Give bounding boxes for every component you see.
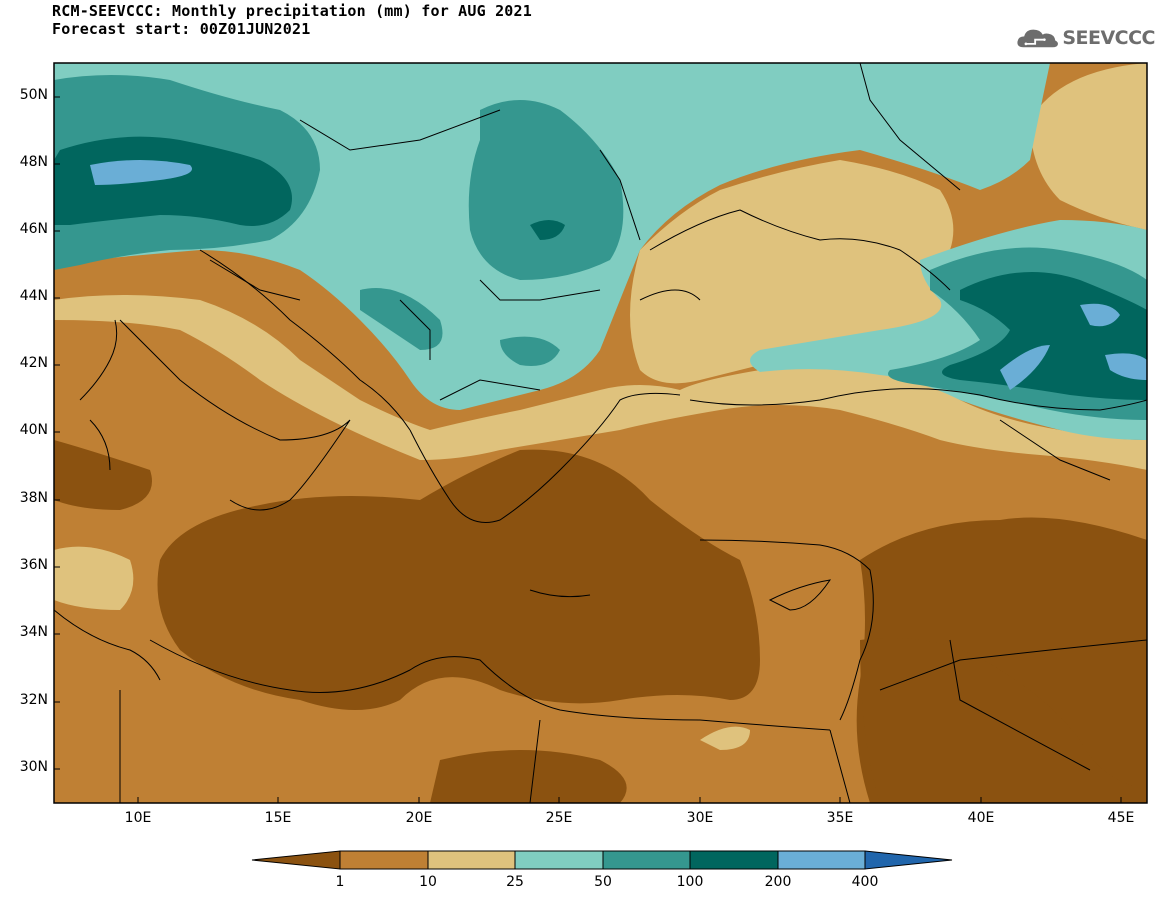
colorbar-label: 100 — [676, 874, 704, 890]
tan-region — [1030, 63, 1147, 230]
logo-text: SEEVCCC — [1062, 27, 1155, 49]
lat-label: 46N — [19, 221, 48, 237]
lat-label: 36N — [19, 557, 48, 573]
blue-region — [90, 160, 192, 185]
blue-region — [1105, 353, 1147, 380]
lat-label: 40N — [19, 422, 48, 438]
blue-region — [1000, 345, 1050, 390]
cloud-icon — [1017, 29, 1058, 48]
lon-label: 45E — [1107, 810, 1135, 826]
colorbar-swatch-gt400 — [864, 850, 953, 870]
lon-label: 30E — [686, 810, 714, 826]
lon-label: 35E — [826, 810, 854, 826]
seevccc-logo: SEEVCCC — [1015, 18, 1155, 58]
colorbar-swatch-lt1 — [251, 850, 341, 870]
teal-mid-region — [500, 336, 560, 366]
lat-label: 38N — [19, 490, 48, 506]
colorbar-label: 200 — [764, 874, 792, 890]
colorbar-label: 50 — [594, 874, 612, 890]
teal-dark-region — [530, 220, 565, 240]
lon-label: 40E — [967, 810, 995, 826]
lon-label: 15E — [264, 810, 292, 826]
colorbar-label: 10 — [419, 874, 437, 890]
colorbar-label: 1 — [335, 874, 345, 890]
lt1-region — [54, 440, 152, 510]
tan-region — [700, 726, 750, 750]
map-title: RCM-SEEVCCC: Monthly precipitation (mm) … — [52, 2, 532, 20]
tan-region — [54, 546, 134, 610]
lat-label: 34N — [19, 624, 48, 640]
colorbar-swatch-100-200 — [689, 850, 779, 870]
lat-label: 44N — [19, 288, 48, 304]
precipitation-field — [54, 63, 1147, 803]
colorbar-swatch-25-50 — [514, 850, 604, 870]
blue-region — [1080, 303, 1120, 327]
lon-label: 20E — [405, 810, 433, 826]
colorbar-swatch-50-100 — [602, 850, 691, 870]
teal-mid-region — [360, 288, 443, 350]
lat-label: 32N — [19, 692, 48, 708]
lat-label: 48N — [19, 154, 48, 170]
coastlines — [54, 63, 1147, 803]
colorbar-label: 25 — [506, 874, 524, 890]
axis-ticks — [54, 96, 1122, 803]
colorbar-label: 400 — [851, 874, 879, 890]
lat-label: 50N — [19, 87, 48, 103]
colorbar-swatch-10-25 — [427, 850, 516, 870]
colorbar — [251, 850, 953, 870]
lt1-region — [430, 750, 627, 803]
colorbar-swatch-200-400 — [777, 850, 866, 870]
tan-region — [54, 295, 1147, 470]
forecast-start-label: Forecast start: 00Z01JUN2021 — [52, 20, 311, 38]
lon-label: 25E — [545, 810, 573, 826]
lat-label: 42N — [19, 355, 48, 371]
teal-mid-region — [468, 100, 624, 280]
colorbar-swatch-1-10 — [339, 850, 429, 870]
lt1-region — [157, 449, 760, 710]
lat-label: 30N — [19, 759, 48, 775]
teal-dark-region — [54, 136, 292, 226]
lon-label: 10E — [124, 810, 152, 826]
map-frame — [53, 62, 1148, 804]
